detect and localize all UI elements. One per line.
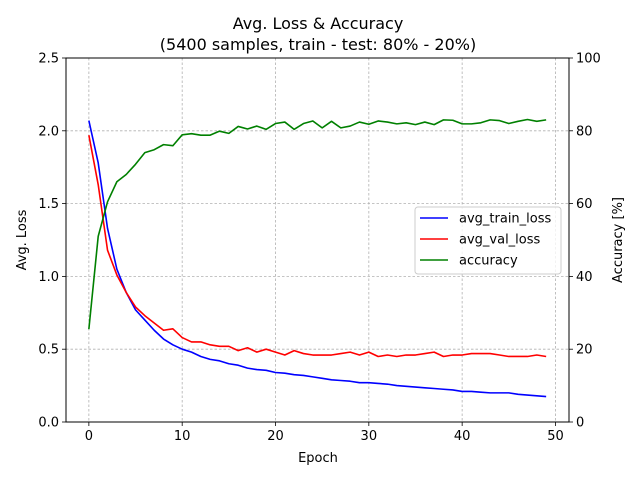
- legend-box: [414, 206, 562, 275]
- legend-label-avg-val-loss: avg_val_loss: [459, 233, 541, 248]
- y-axis-right-label: Accuracy [%]: [611, 197, 626, 283]
- series-line-accuracy: [88, 118, 547, 330]
- x-tick-label: 30: [361, 429, 378, 444]
- series-line-avg-train-loss: [88, 120, 547, 398]
- chart-title-line1: Avg. Loss & Accuracy: [233, 14, 404, 33]
- y-axis-right: 0 20 40 60 80 100: [569, 52, 601, 431]
- x-tick-label: 50: [547, 429, 564, 444]
- y-left-tick-label: 1.5: [38, 197, 59, 212]
- x-tick-label: 10: [174, 429, 191, 444]
- x-axis: 0 10 20 30 40 50: [85, 422, 564, 444]
- x-axis-label: Epoch: [298, 451, 338, 466]
- x-tick-label: 20: [267, 429, 284, 444]
- y-right-tick-label: 40: [576, 270, 593, 285]
- y-right-tick-label: 60: [576, 197, 593, 212]
- y-left-tick-label: 0.5: [38, 343, 59, 358]
- y-right-tick-label: 80: [576, 124, 593, 139]
- y-axis-left-label: Avg. Loss: [15, 209, 30, 270]
- series-line-avg-val-loss: [88, 135, 547, 358]
- y-right-tick-label: 20: [576, 343, 593, 358]
- plot-frame: [65, 57, 570, 423]
- y-left-tick-label: 2.0: [38, 124, 59, 139]
- y-axis-left: 0.0 0.5 1.0 1.5 2.0 2.5: [38, 52, 66, 431]
- y-left-tick-label: 2.5: [38, 52, 59, 67]
- legend-label-avg-train-loss: avg_train_loss: [459, 212, 552, 227]
- legend-items: avg_train_loss avg_val_loss accuracy: [420, 212, 552, 269]
- x-tick-label: 0: [85, 429, 93, 444]
- series-lines: [88, 118, 547, 398]
- x-tick-label: 40: [454, 429, 471, 444]
- chart-title-line2: (5400 samples, train - test: 80% - 20%): [160, 35, 476, 54]
- y-left-tick-label: 1.0: [38, 270, 59, 285]
- y-left-tick-label: 0.0: [38, 416, 59, 431]
- legend: avg_train_loss avg_val_loss accuracy: [414, 206, 562, 275]
- y-right-tick-label: 100: [576, 52, 601, 67]
- legend-label-accuracy: accuracy: [459, 254, 518, 269]
- y-right-tick-label: 0: [576, 416, 584, 431]
